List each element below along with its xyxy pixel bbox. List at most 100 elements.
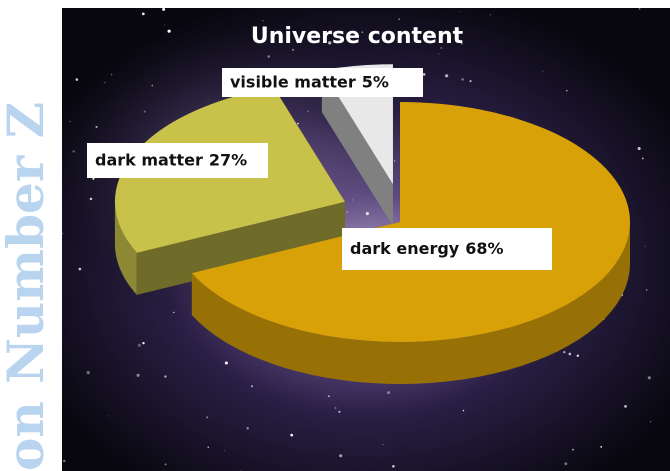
star [624, 404, 627, 408]
slice-wall [191, 222, 630, 384]
chart-title: Universe content [251, 24, 464, 49]
star [461, 78, 464, 81]
star [338, 410, 341, 414]
star [108, 415, 110, 417]
star [297, 122, 299, 125]
label-box [342, 228, 552, 270]
star [460, 42, 463, 45]
star [164, 463, 167, 466]
star [638, 8, 641, 10]
star [387, 391, 391, 395]
star [641, 157, 644, 160]
star [649, 420, 652, 423]
star [223, 450, 225, 452]
star [141, 12, 145, 16]
watermark: on Number Z [0, 102, 55, 471]
star [334, 407, 337, 409]
star [563, 351, 566, 354]
star [69, 121, 71, 123]
star [459, 11, 461, 12]
star [207, 446, 209, 448]
data-label: visible matter 5% [230, 72, 389, 91]
star [173, 311, 175, 314]
label-value: 27% [209, 150, 247, 169]
star [576, 354, 579, 357]
star [392, 465, 395, 468]
star [394, 160, 396, 162]
star [440, 47, 443, 49]
star [327, 395, 330, 398]
star [95, 125, 98, 128]
star [307, 110, 310, 113]
slice-cut-face [136, 201, 345, 295]
pie [114, 64, 630, 384]
star [346, 211, 349, 213]
star [92, 177, 95, 180]
star [352, 199, 354, 201]
label-category: dark matter [95, 150, 203, 169]
star [290, 433, 294, 437]
star [164, 375, 167, 378]
star [328, 41, 332, 45]
star [644, 245, 646, 247]
labels: dark energy 68% dark matter 27% visible matt… [87, 68, 552, 270]
star [292, 48, 295, 51]
slice-cut-face [321, 70, 393, 227]
star [382, 444, 384, 446]
star [571, 448, 574, 451]
star [438, 53, 440, 55]
star [568, 352, 572, 356]
slice-wall [114, 201, 137, 295]
star [398, 18, 400, 20]
label-category: dark energy [350, 239, 460, 258]
star [143, 110, 146, 113]
star [565, 89, 568, 92]
star [462, 409, 465, 412]
data-label: dark matter 27% [95, 150, 247, 169]
star [167, 29, 171, 33]
star [445, 74, 449, 78]
star [72, 150, 75, 153]
star [250, 385, 253, 388]
star [111, 74, 113, 76]
star [63, 459, 66, 463]
label-value: 5% [362, 72, 389, 91]
star [224, 361, 228, 365]
star [361, 31, 364, 33]
star [645, 289, 648, 291]
star [262, 20, 264, 22]
star [86, 370, 90, 375]
star [61, 232, 64, 235]
star [637, 147, 641, 151]
star [246, 427, 249, 430]
star [564, 462, 568, 466]
star [422, 73, 426, 76]
star [136, 373, 140, 377]
star [542, 70, 544, 72]
star [89, 197, 93, 201]
margin [0, 0, 62, 471]
star [162, 7, 166, 11]
star [469, 80, 472, 83]
label-box [222, 68, 423, 97]
star [600, 446, 603, 448]
star [267, 55, 270, 58]
star [339, 454, 343, 458]
star [164, 24, 166, 26]
label-box [87, 143, 268, 178]
label-category: visible matter [230, 72, 356, 91]
star [75, 78, 79, 81]
star [206, 416, 209, 419]
star [142, 342, 145, 345]
star [647, 376, 651, 380]
slice-top [191, 102, 630, 342]
star [104, 82, 106, 84]
star [137, 343, 141, 347]
label-value: 68% [465, 239, 503, 258]
star [365, 212, 369, 216]
star [78, 267, 82, 271]
star [151, 84, 154, 87]
data-label: dark energy 68% [350, 239, 504, 258]
